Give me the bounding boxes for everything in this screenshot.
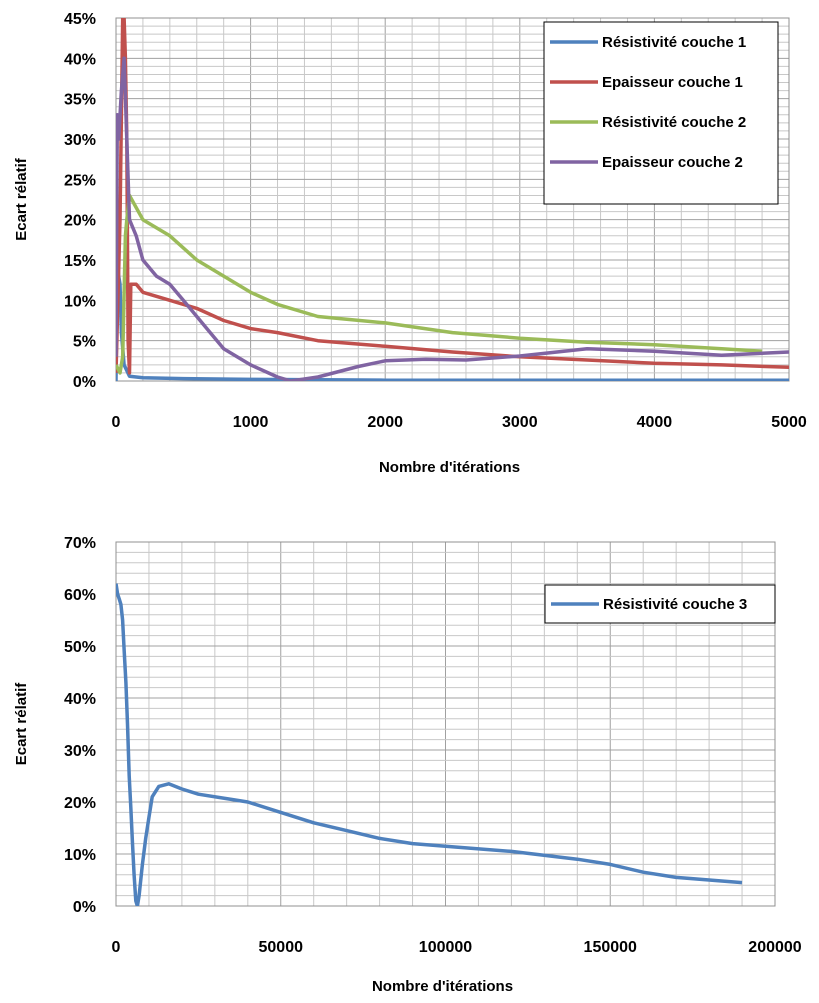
y-tick-label: 40% [64,691,96,708]
y-tick-label: 5% [73,334,96,351]
x-tick-label: 2000 [367,414,403,431]
series-line-3 [116,193,763,375]
x-tick-label: 3000 [502,414,538,431]
y-tick-label: 45% [64,11,96,28]
y-axis-title: Ecart rélatif [13,157,30,241]
y-tick-label: 50% [64,639,96,656]
series-line-1 [116,583,743,906]
y-tick-label: 30% [64,743,96,760]
x-axis-title: Nombre d'itérations [379,459,520,476]
legend-box [543,21,779,205]
x-tick-label: 100000 [419,939,472,956]
x-tick-label: 200000 [748,939,801,956]
y-axis-title: Ecart rélatif [13,682,30,766]
legend: Résistivité couche 1 Epaisseur couche 1 Ré… [543,21,779,205]
y-tick-label: 20% [64,795,96,812]
chart-top: 0% 5% 10% 15% 20% 25% 30% 35% 40% 45% 0 1000 2000 300… [13,11,807,476]
y-tick-label: 20% [64,213,96,230]
y-tick-label: 10% [64,293,96,310]
x-tick-label: 4000 [637,414,673,431]
x-tick-label: 0 [112,414,121,431]
series-line-2 [116,18,789,375]
y-tick-label: 35% [64,92,96,109]
x-axis-title: Nombre d'itérations [372,978,513,995]
plot-frame [115,541,776,907]
y-tick-label: 10% [64,847,96,864]
y-tick-label: 0% [73,374,96,391]
x-tick-label: 1000 [233,414,269,431]
legend-label: Résistivité couche 1 [602,34,746,51]
y-tick-label: 60% [64,587,96,604]
y-tick-label: 25% [64,172,96,189]
x-tick-label: 5000 [771,414,807,431]
x-tick-label: 50000 [259,939,304,956]
series-line-4 [116,56,789,381]
legend-label: Résistivité couche 3 [603,596,747,613]
chart-bottom: 0% 10% 20% 30% 40% 50% 60% 70% 0 50000 100000 15000… [13,535,802,995]
legend-label: Epaisseur couche 1 [602,74,743,91]
y-tick-label: 30% [64,132,96,149]
x-tick-label: 150000 [584,939,637,956]
y-tick-label: 70% [64,535,96,552]
legend-label: Epaisseur couche 2 [602,154,743,171]
legend-label: Résistivité couche 2 [602,114,746,131]
y-tick-label: 40% [64,51,96,68]
x-tick-label: 0 [112,939,121,956]
legend: Résistivité couche 3 [544,584,776,624]
y-tick-label: 0% [73,899,96,916]
y-tick-label: 15% [64,253,96,270]
